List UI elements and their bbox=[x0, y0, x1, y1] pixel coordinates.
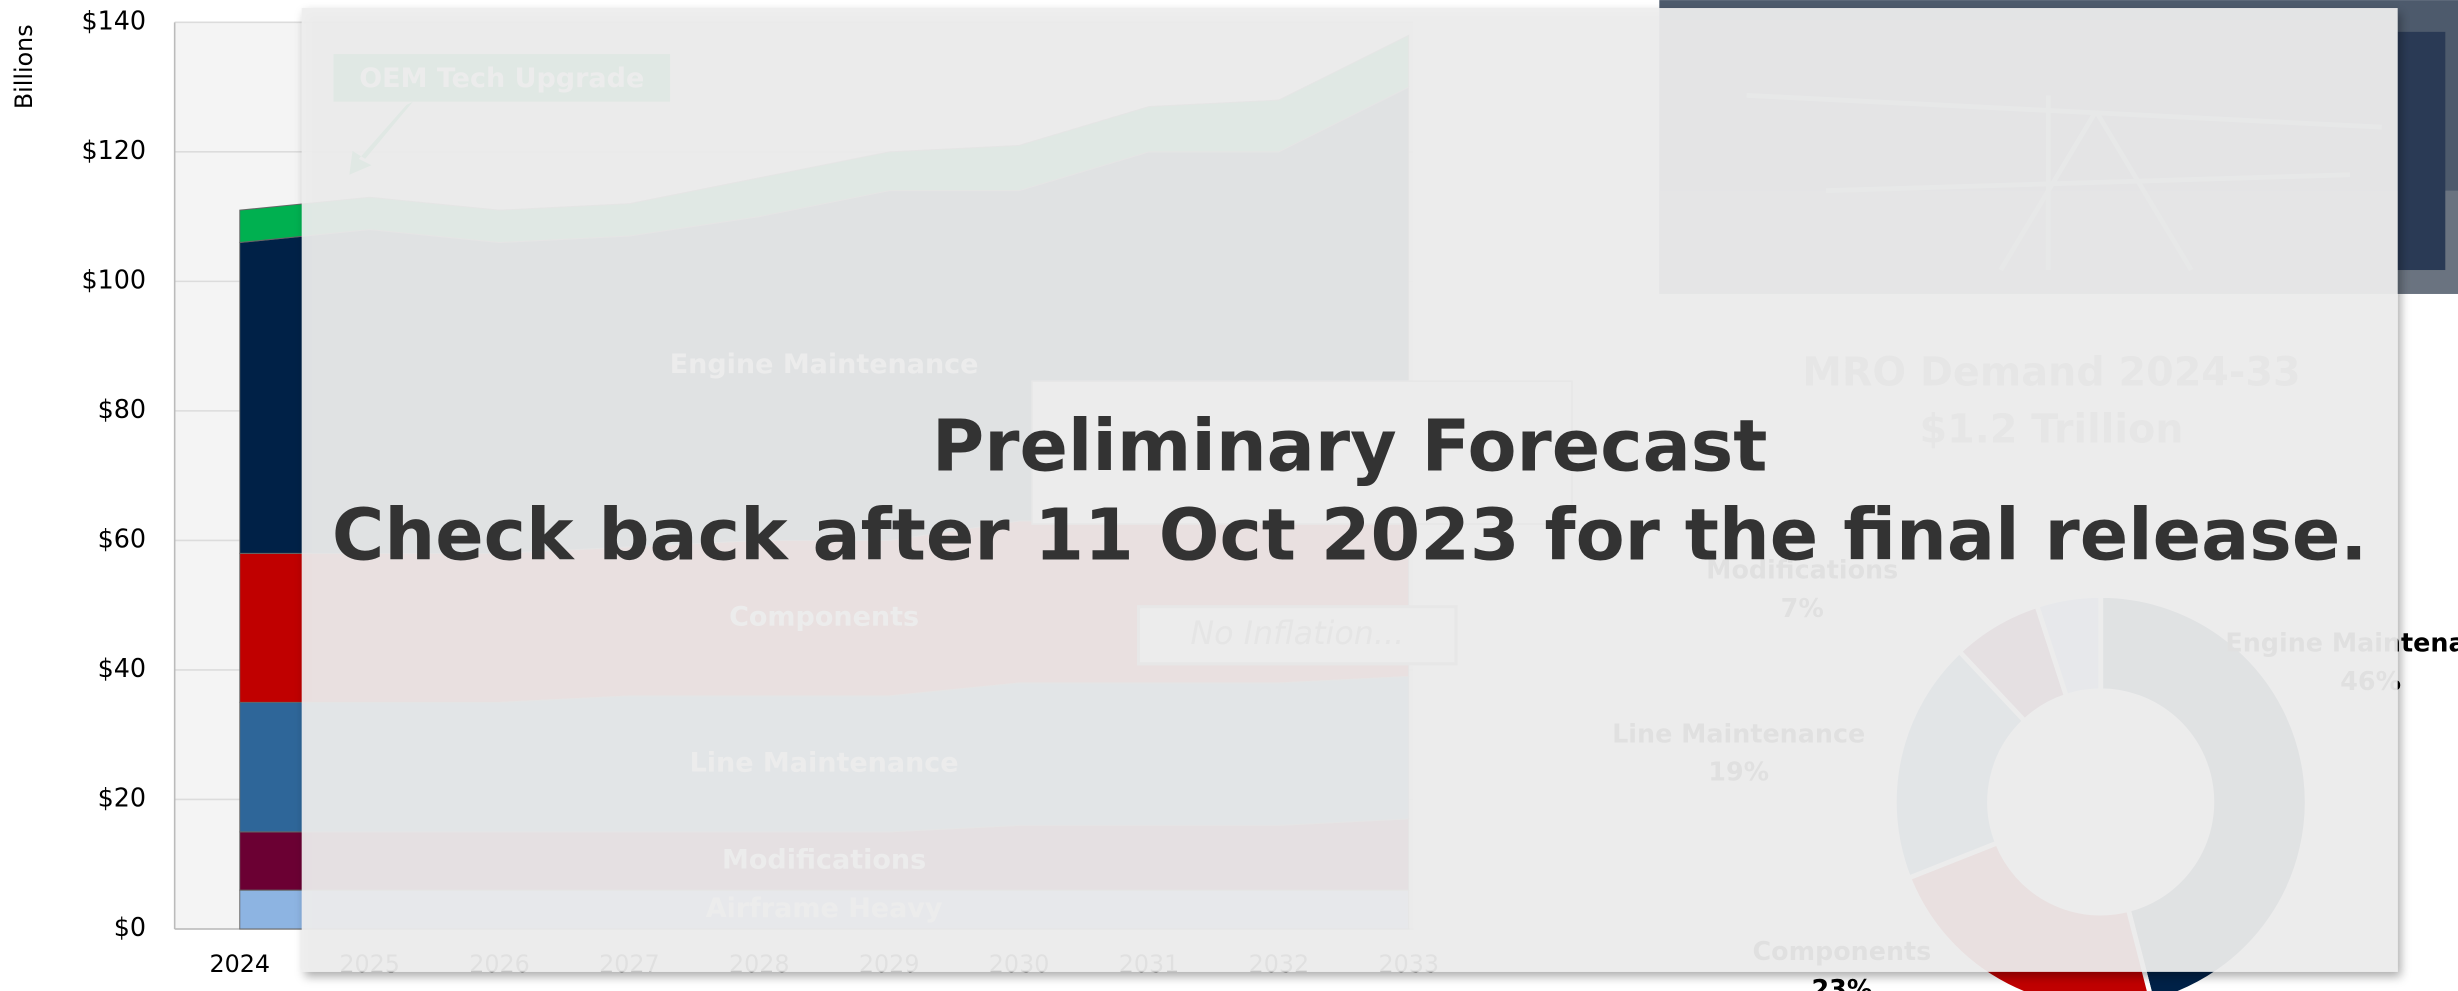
y-tick-label: $120 bbox=[81, 135, 146, 165]
donut-value-label: 23% bbox=[1812, 974, 1873, 991]
y-tick-label: $60 bbox=[98, 523, 146, 553]
y-tick-label: $80 bbox=[98, 394, 146, 424]
y-tick-label: $0 bbox=[114, 912, 146, 942]
overlay-message: Check back after 11 Oct 2023 for the fin… bbox=[332, 493, 2367, 576]
overlay-title: Preliminary Forecast bbox=[932, 405, 1768, 488]
overlay bbox=[301, 8, 2398, 972]
y-tick-label: $40 bbox=[98, 653, 146, 683]
y-tick-label: $140 bbox=[81, 5, 146, 35]
y-tick-label: $20 bbox=[98, 782, 146, 812]
y-tick-label: $100 bbox=[81, 264, 146, 294]
y-axis-label: Billions bbox=[10, 24, 38, 109]
x-tick-label: 2024 bbox=[209, 950, 270, 978]
